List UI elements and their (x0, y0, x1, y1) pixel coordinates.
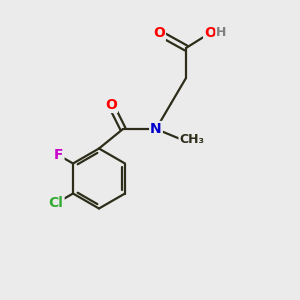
Text: F: F (54, 148, 64, 162)
Text: N: N (150, 122, 162, 136)
Text: O: O (153, 26, 165, 40)
Text: Cl: Cl (49, 196, 64, 210)
Text: H: H (216, 26, 226, 40)
Text: O: O (105, 98, 117, 112)
Text: O: O (204, 26, 216, 40)
Text: CH₃: CH₃ (179, 133, 205, 146)
